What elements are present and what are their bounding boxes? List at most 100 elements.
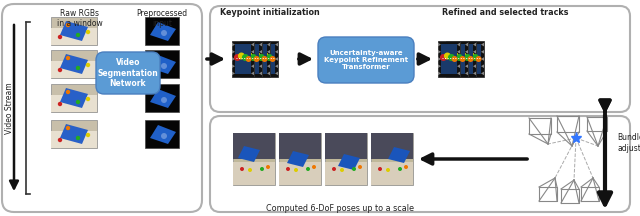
Bar — [235, 44, 251, 74]
Circle shape — [452, 52, 459, 59]
Bar — [371, 133, 413, 159]
Circle shape — [464, 54, 471, 61]
Bar — [454, 41, 476, 77]
Polygon shape — [248, 57, 251, 61]
Circle shape — [468, 52, 475, 59]
Bar — [233, 133, 275, 185]
Polygon shape — [465, 57, 468, 61]
Circle shape — [386, 168, 390, 172]
Circle shape — [86, 133, 90, 137]
Bar — [240, 41, 262, 77]
Circle shape — [440, 54, 447, 61]
Polygon shape — [267, 57, 270, 61]
Circle shape — [286, 167, 290, 171]
Polygon shape — [446, 57, 449, 61]
Circle shape — [260, 167, 264, 171]
Circle shape — [86, 30, 90, 34]
Polygon shape — [238, 146, 260, 162]
Circle shape — [266, 165, 270, 169]
Polygon shape — [150, 22, 176, 41]
Circle shape — [332, 167, 336, 171]
Polygon shape — [462, 64, 465, 68]
Circle shape — [246, 52, 253, 59]
Bar — [233, 133, 275, 159]
Bar — [325, 162, 367, 185]
Polygon shape — [462, 57, 465, 61]
Circle shape — [58, 35, 62, 39]
Circle shape — [472, 54, 479, 61]
Circle shape — [161, 30, 167, 36]
Bar — [259, 44, 275, 74]
Circle shape — [444, 52, 451, 59]
FancyBboxPatch shape — [2, 4, 202, 212]
Bar — [51, 50, 97, 78]
Circle shape — [76, 33, 80, 37]
Circle shape — [66, 126, 70, 130]
Circle shape — [76, 66, 80, 70]
Circle shape — [269, 56, 276, 62]
Circle shape — [476, 56, 482, 62]
Circle shape — [66, 23, 70, 27]
Polygon shape — [473, 71, 476, 75]
Bar — [243, 44, 259, 74]
Bar — [51, 131, 97, 148]
Polygon shape — [251, 43, 254, 46]
Polygon shape — [248, 71, 251, 75]
Bar — [457, 44, 473, 74]
Bar — [279, 162, 321, 185]
Polygon shape — [438, 64, 441, 68]
Polygon shape — [481, 71, 484, 75]
Polygon shape — [248, 43, 251, 46]
Polygon shape — [251, 57, 254, 61]
Circle shape — [240, 167, 244, 171]
Bar — [145, 120, 179, 148]
Polygon shape — [473, 50, 476, 54]
Polygon shape — [457, 50, 460, 54]
Polygon shape — [240, 43, 243, 46]
Bar — [145, 84, 179, 112]
Polygon shape — [267, 50, 270, 54]
Polygon shape — [248, 64, 251, 68]
Polygon shape — [438, 71, 441, 75]
Circle shape — [460, 52, 467, 59]
Circle shape — [398, 167, 402, 171]
Circle shape — [258, 54, 265, 61]
Polygon shape — [454, 71, 457, 75]
Polygon shape — [275, 43, 278, 46]
Circle shape — [58, 138, 62, 142]
Circle shape — [294, 168, 298, 172]
Polygon shape — [267, 43, 270, 46]
Bar — [51, 120, 97, 148]
Polygon shape — [457, 64, 460, 68]
Bar — [449, 44, 465, 74]
Polygon shape — [60, 88, 88, 108]
Bar — [51, 17, 97, 45]
Polygon shape — [462, 71, 465, 75]
Circle shape — [161, 97, 167, 103]
Polygon shape — [240, 57, 243, 61]
Polygon shape — [481, 57, 484, 61]
Polygon shape — [457, 43, 460, 46]
Polygon shape — [256, 64, 259, 68]
Circle shape — [340, 168, 344, 172]
Circle shape — [452, 56, 458, 62]
Bar — [251, 44, 267, 74]
Bar — [51, 95, 97, 112]
Polygon shape — [256, 50, 259, 54]
Circle shape — [378, 167, 382, 171]
Bar — [51, 84, 97, 112]
Polygon shape — [438, 43, 441, 46]
Polygon shape — [473, 64, 476, 68]
Polygon shape — [481, 50, 484, 54]
Circle shape — [306, 167, 310, 171]
Circle shape — [262, 56, 268, 62]
Polygon shape — [457, 57, 460, 61]
Polygon shape — [150, 55, 176, 74]
Polygon shape — [473, 43, 476, 46]
Bar — [446, 41, 468, 77]
Circle shape — [58, 68, 62, 72]
Bar — [325, 133, 367, 185]
Circle shape — [456, 54, 463, 61]
Bar — [233, 162, 275, 185]
Circle shape — [161, 133, 167, 139]
